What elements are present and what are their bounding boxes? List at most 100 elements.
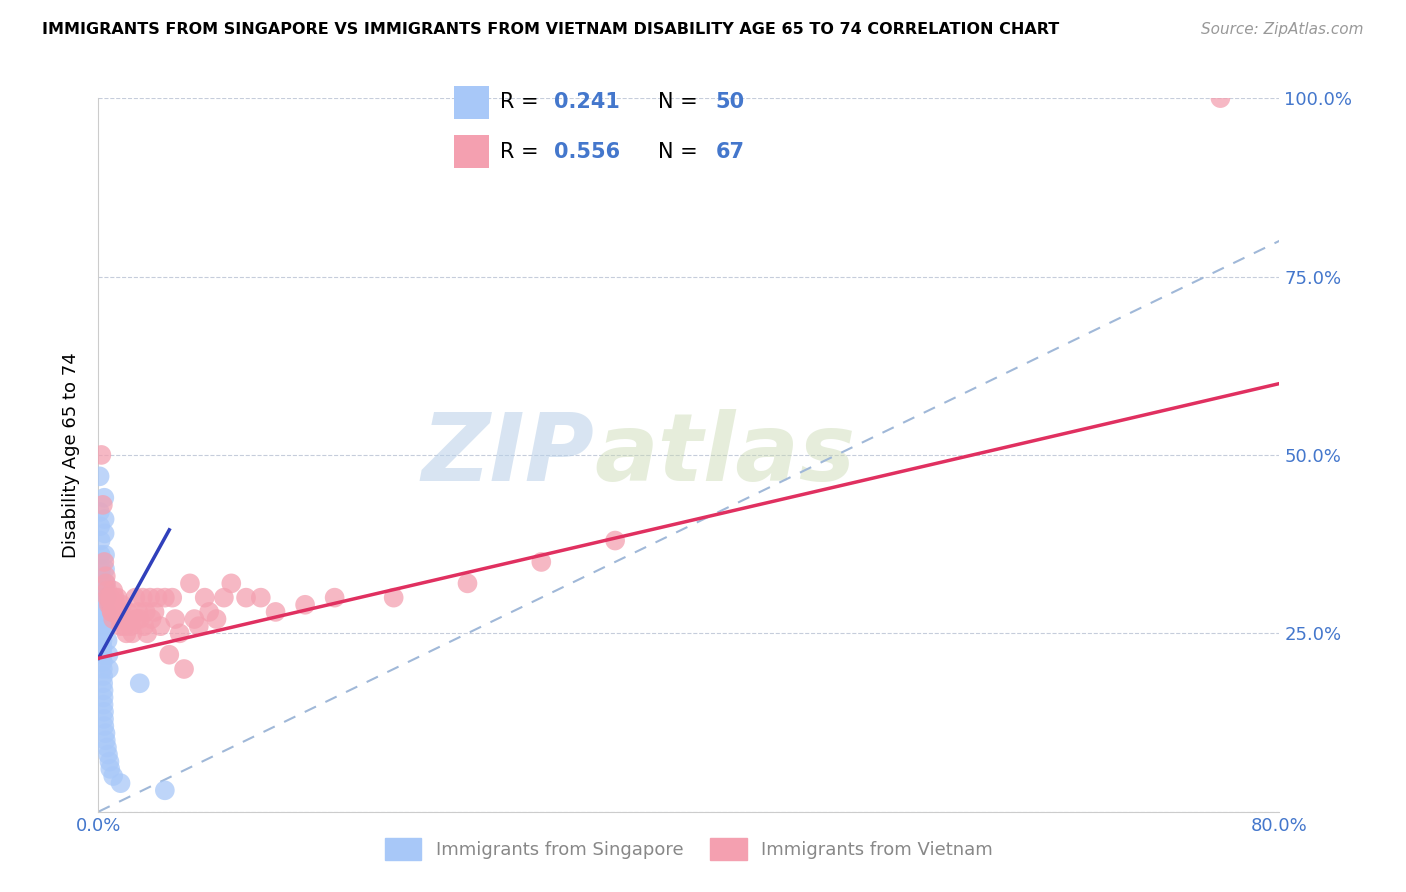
Point: [605, 533, 627, 548]
Point: [127, 605, 149, 619]
Point: [111, 598, 134, 612]
Point: [94, 726, 117, 740]
Point: [110, 612, 132, 626]
Text: 67: 67: [716, 142, 744, 161]
Point: [90, 591, 112, 605]
Point: [90, 598, 112, 612]
Point: [91, 612, 114, 626]
Bar: [454, 87, 489, 119]
Y-axis label: Disability Age 65 to 74: Disability Age 65 to 74: [62, 352, 80, 558]
Point: [205, 612, 228, 626]
Point: [115, 626, 138, 640]
Point: [153, 783, 176, 797]
Text: atlas: atlas: [595, 409, 856, 501]
Text: N =: N =: [658, 142, 704, 161]
Point: [173, 662, 195, 676]
Point: [264, 605, 287, 619]
Text: R =: R =: [501, 142, 546, 161]
Point: [100, 605, 122, 619]
Text: N =: N =: [658, 93, 704, 112]
Legend: Immigrants from Singapore, Immigrants from Vietnam: Immigrants from Singapore, Immigrants fr…: [378, 830, 1000, 867]
Point: [114, 619, 136, 633]
Point: [91, 619, 114, 633]
Point: [90, 569, 112, 583]
Point: [91, 676, 114, 690]
Text: ZIP: ZIP: [422, 409, 595, 501]
Point: [198, 605, 221, 619]
Point: [93, 705, 115, 719]
Point: [93, 698, 115, 712]
Point: [90, 576, 112, 591]
Point: [187, 619, 209, 633]
Point: [221, 576, 243, 591]
Point: [90, 448, 112, 462]
Point: [107, 591, 129, 605]
Text: 50: 50: [716, 93, 745, 112]
Point: [108, 605, 131, 619]
Point: [104, 591, 127, 605]
Point: [139, 591, 162, 605]
Point: [91, 498, 114, 512]
Point: [132, 591, 155, 605]
Point: [96, 583, 118, 598]
Point: [89, 519, 111, 533]
Text: 0.241: 0.241: [554, 93, 620, 112]
Point: [98, 755, 121, 769]
Point: [110, 619, 132, 633]
Point: [91, 648, 114, 662]
Point: [93, 712, 115, 726]
Point: [96, 591, 118, 605]
Point: [96, 619, 118, 633]
Point: [323, 591, 346, 605]
Point: [90, 583, 112, 598]
Point: [91, 662, 114, 676]
Point: [153, 591, 176, 605]
Point: [91, 626, 114, 640]
Point: [250, 591, 273, 605]
Text: Source: ZipAtlas.com: Source: ZipAtlas.com: [1201, 22, 1364, 37]
Point: [94, 576, 117, 591]
Point: [93, 512, 115, 526]
Point: [179, 576, 201, 591]
Text: 0.556: 0.556: [554, 142, 620, 161]
Point: [97, 591, 120, 605]
Point: [90, 533, 112, 548]
Point: [93, 690, 115, 705]
Point: [165, 612, 187, 626]
Point: [91, 633, 114, 648]
Point: [98, 762, 121, 776]
Point: [530, 555, 553, 569]
Point: [110, 776, 132, 790]
Bar: [454, 136, 489, 168]
Text: IMMIGRANTS FROM SINGAPORE VS IMMIGRANTS FROM VIETNAM DISABILITY AGE 65 TO 74 COR: IMMIGRANTS FROM SINGAPORE VS IMMIGRANTS …: [42, 22, 1060, 37]
Point: [294, 598, 316, 612]
Point: [89, 469, 111, 483]
Point: [141, 612, 163, 626]
Point: [162, 591, 183, 605]
Point: [212, 591, 235, 605]
Point: [97, 598, 120, 612]
Point: [194, 591, 217, 605]
Point: [94, 548, 117, 562]
Point: [128, 676, 150, 690]
Point: [90, 548, 112, 562]
Point: [91, 669, 114, 683]
Point: [382, 591, 405, 605]
Point: [1209, 91, 1232, 105]
Point: [93, 555, 115, 569]
Point: [124, 591, 146, 605]
Point: [120, 619, 142, 633]
Point: [98, 598, 121, 612]
Point: [105, 598, 128, 612]
Point: [146, 591, 169, 605]
Point: [136, 626, 159, 640]
Point: [96, 591, 118, 605]
Point: [93, 683, 115, 698]
Point: [97, 747, 120, 762]
Point: [128, 612, 150, 626]
Point: [97, 662, 120, 676]
Point: [90, 605, 112, 619]
Point: [91, 640, 114, 655]
Point: [103, 769, 125, 783]
Point: [143, 605, 166, 619]
